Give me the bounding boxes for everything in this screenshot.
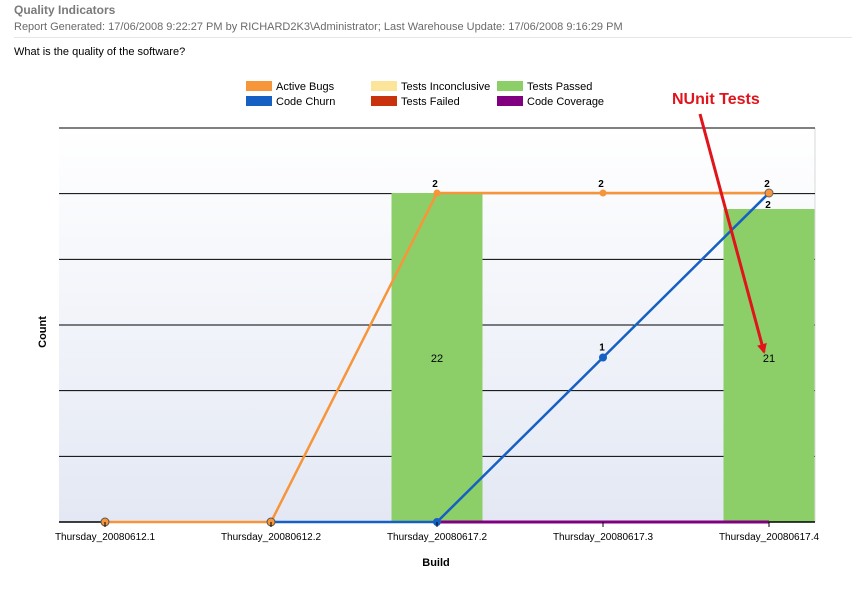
legend-swatch-tests-failed: [371, 96, 397, 106]
legend-label-code-coverage: Code Coverage: [527, 96, 604, 108]
chart-legend: Active Bugs Tests Inconclusive Tests Passe…: [246, 81, 604, 108]
point-active-bugs: [433, 189, 441, 197]
y-axis-title: Count: [37, 316, 49, 348]
bar-label-tests-passed: 22: [431, 353, 443, 365]
nunit-annotation: NUnit Tests: [672, 91, 767, 354]
data-label-code-churn: 1: [599, 343, 605, 354]
x-tick-label: Thursday_20080612.1: [55, 532, 156, 543]
legend-swatch-tests-passed: [497, 81, 523, 91]
header-divider: [14, 37, 852, 38]
point-code-churn: [599, 353, 607, 362]
legend-label-tests-failed: Tests Failed: [401, 96, 460, 108]
legend-swatch-active-bugs: [246, 81, 272, 91]
bar-label-tests-passed: 21: [763, 353, 775, 365]
legend-label-tests-passed: Tests Passed: [527, 81, 592, 93]
callout-arrow: [698, 113, 767, 354]
legend-swatch-code-coverage: [497, 96, 523, 106]
report-question: What is the quality of the software?: [14, 46, 186, 58]
legend-swatch-tests-inconclusive: [371, 81, 397, 91]
x-tick-label: Thursday_20080617.2: [387, 532, 488, 543]
data-label-active-bugs: 2: [764, 179, 770, 190]
nunit-tests-callout: NUnit Tests: [672, 91, 760, 108]
legend-label-active-bugs: Active Bugs: [276, 81, 335, 93]
x-tick-label: Thursday_20080612.2: [221, 532, 322, 543]
point-active-bugs: [599, 189, 607, 197]
legend-swatch-code-churn: [246, 96, 272, 106]
data-label-active-bugs: 2: [598, 179, 604, 190]
legend-label-code-churn: Code Churn: [276, 96, 335, 108]
line-code-churn: [271, 192, 770, 524]
data-label-code-churn: 2: [765, 200, 771, 211]
x-tick-label: Thursday_20080617.4: [719, 532, 820, 543]
data-label-active-bugs: 2: [432, 179, 438, 190]
x-axis-title: Build: [422, 557, 450, 569]
report-metadata: Report Generated: 17/06/2008 9:22:27 PM …: [14, 21, 623, 33]
x-tick-label: Thursday_20080617.3: [553, 532, 654, 543]
bar-tests-passed: [391, 193, 483, 522]
report-title: Quality Indicators: [14, 3, 116, 17]
legend-label-tests-inconclusive: Tests Inconclusive: [401, 81, 490, 93]
point-active-bugs: [764, 188, 774, 198]
